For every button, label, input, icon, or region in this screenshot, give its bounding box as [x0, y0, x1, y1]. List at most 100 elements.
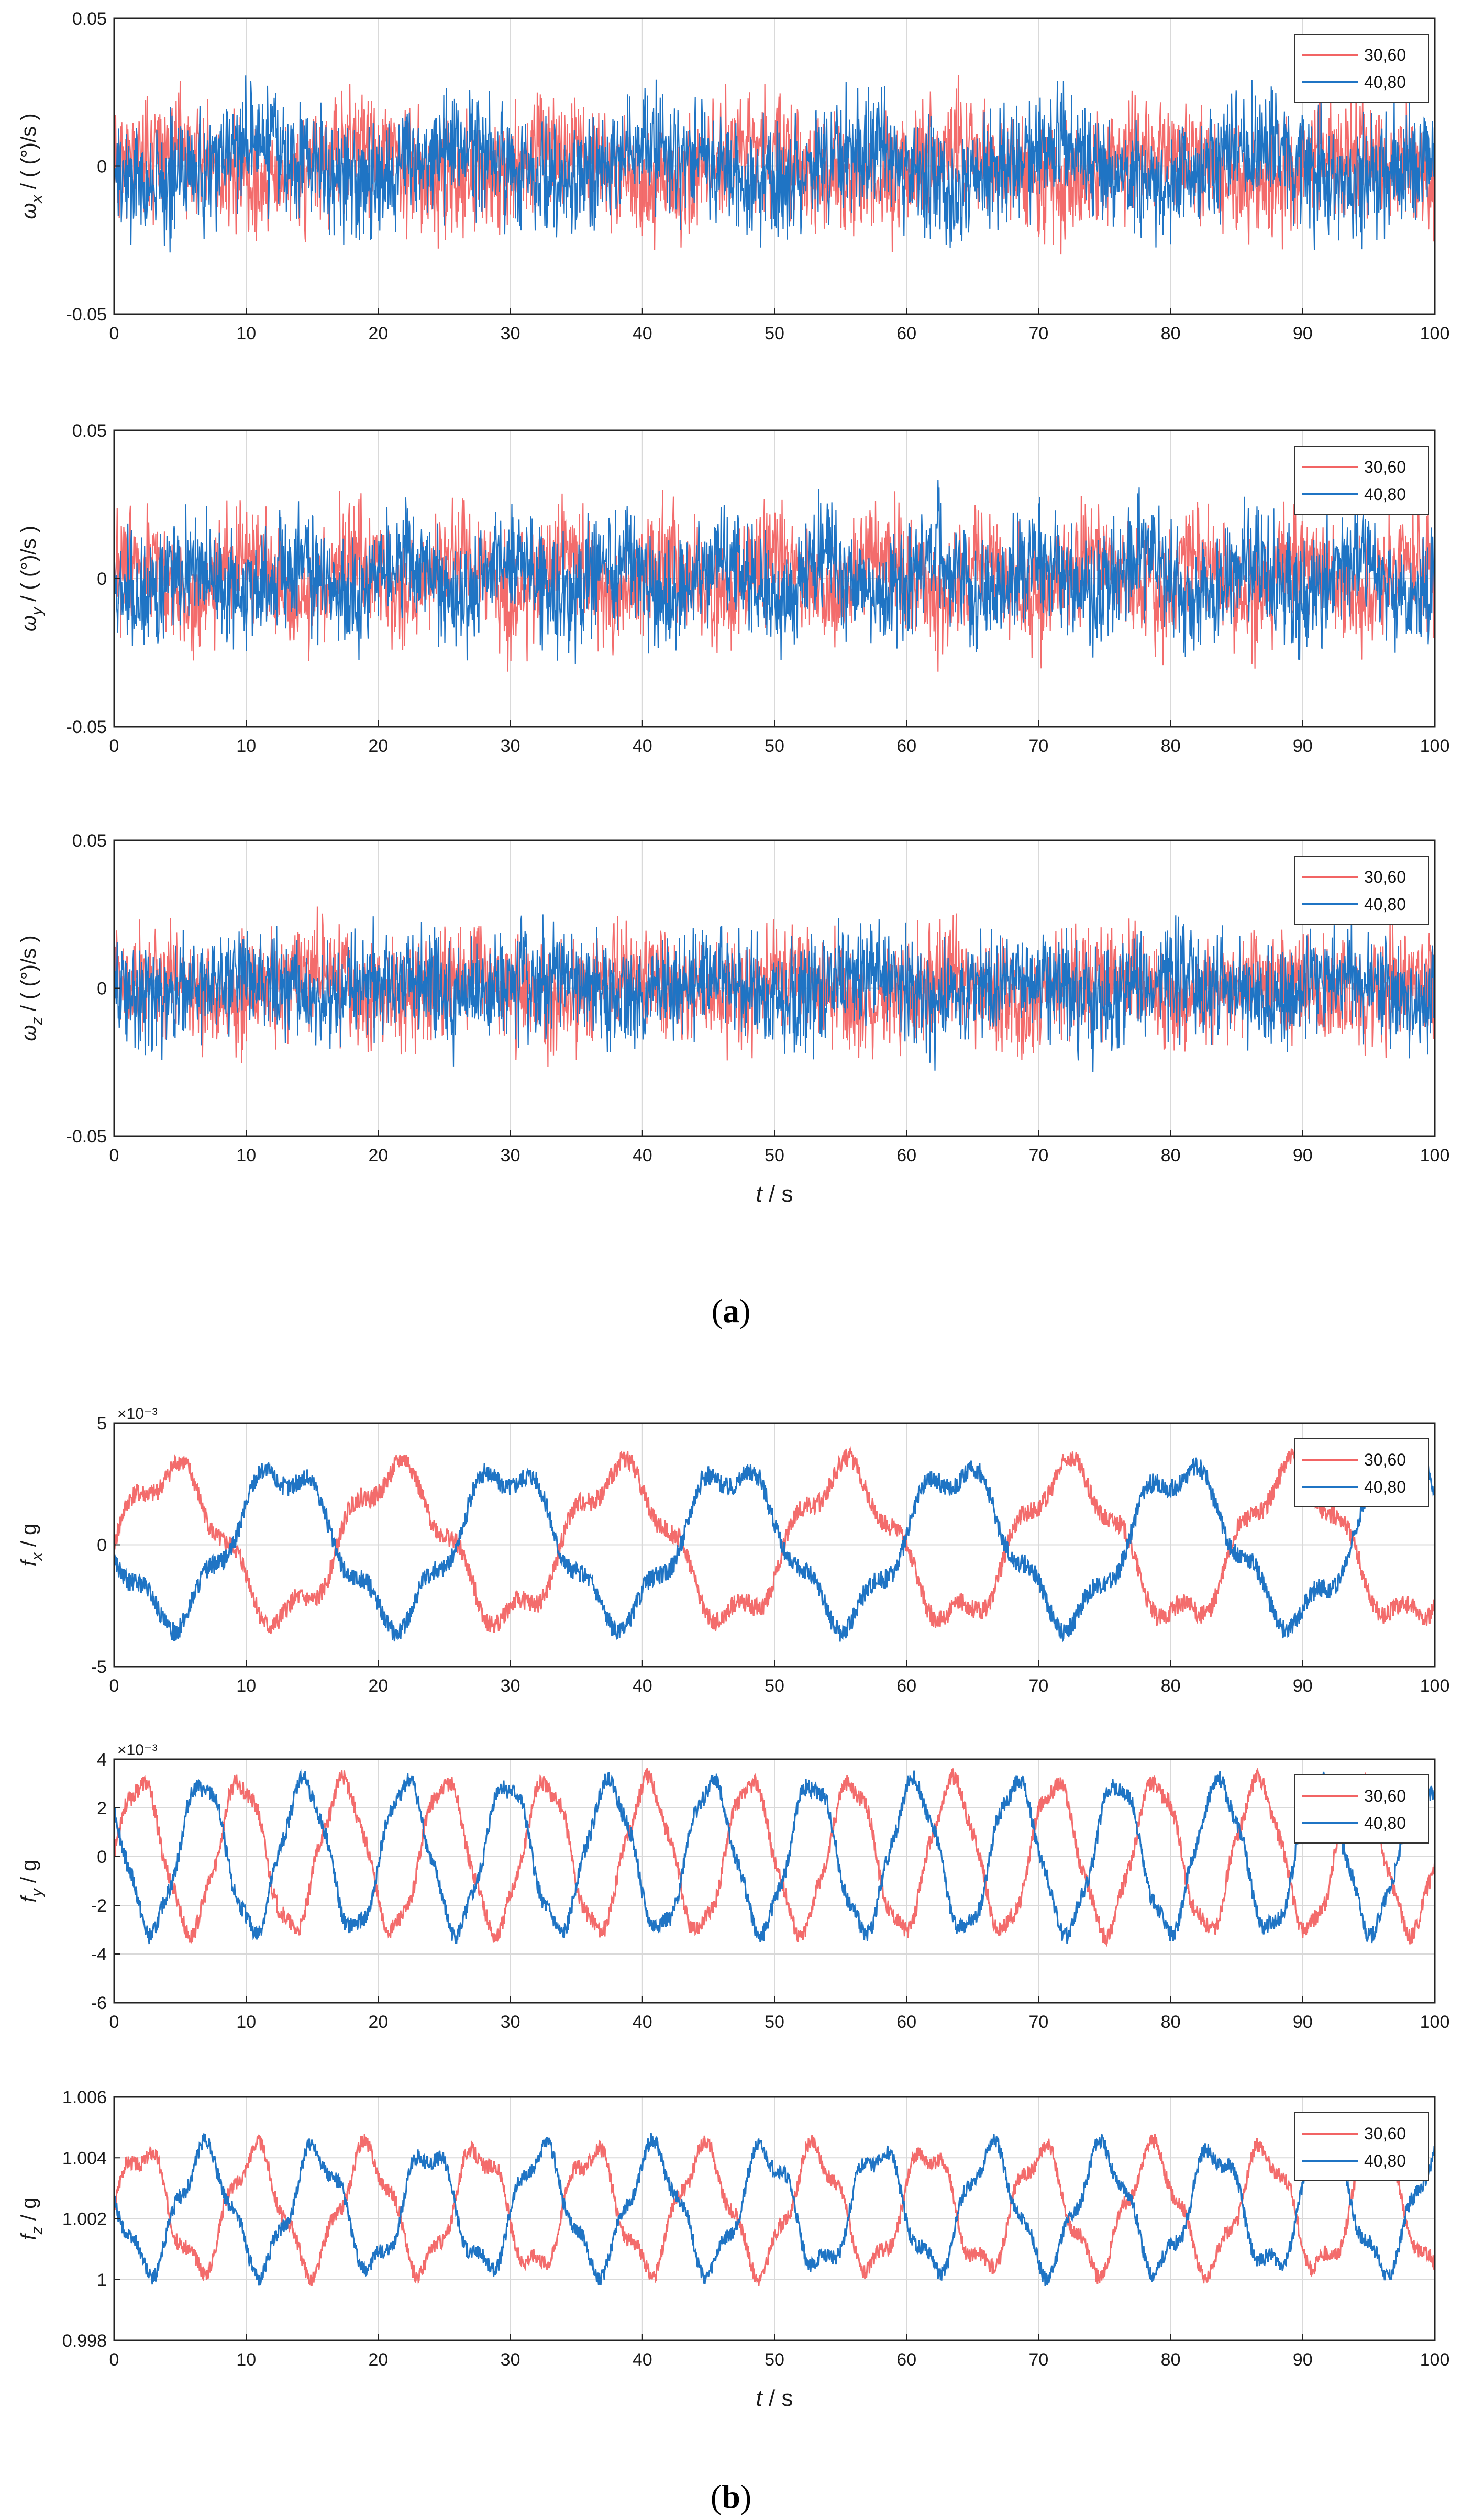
series-line-40-80: [114, 75, 1435, 253]
y-tick-label: -2: [91, 1896, 107, 1916]
x-tick-label: 40: [633, 1676, 652, 1696]
x-tick-label: 90: [1293, 2012, 1313, 2032]
legend-label: 30,60: [1364, 2124, 1406, 2143]
x-axis-label: t / s: [756, 1181, 793, 1207]
chart-panel-fy: 0 10 20 30 40 50 60 70 80 90 100 -6 -4 -2 0 2 4 ×10⁻³ fy /…: [17, 1741, 1449, 2032]
x-tick-label: 40: [633, 1146, 652, 1165]
x-tick-label: 20: [368, 736, 388, 756]
y-axis-label: ωy / ( (°)/s ): [17, 526, 46, 631]
x-tick-label: 0: [109, 1676, 119, 1696]
series-line-30-60: [114, 2134, 1435, 2286]
x-tick-label: 90: [1293, 324, 1313, 343]
x-tick-label: 10: [236, 1676, 256, 1696]
caption-a: (a): [712, 1292, 751, 1329]
x-tick-label: 70: [1028, 2350, 1048, 2370]
x-tick-label: 20: [368, 2012, 388, 2032]
y-axis-label: ωz / ( (°)/s ): [17, 935, 46, 1041]
x-tick-label: 30: [501, 2012, 520, 2032]
caption-b: (b): [711, 2478, 751, 2515]
y-tick-label: 1.006: [62, 2088, 107, 2107]
legend: 30,60 40,80: [1294, 856, 1429, 925]
series-line-30-60: [114, 490, 1435, 672]
series-line-30-60: [114, 1446, 1435, 1635]
x-tick-label: 80: [1161, 1676, 1181, 1696]
x-tick-label: 70: [1028, 324, 1048, 343]
x-tick-label: 70: [1028, 1146, 1048, 1165]
legend-label: 30,60: [1364, 868, 1406, 886]
legend: 30,60 40,80: [1294, 1438, 1429, 1507]
y-tick-label: 0: [97, 157, 107, 177]
y-axis-label: ωx / ( (°)/s ): [17, 113, 46, 219]
x-tick-label: 30: [501, 2350, 520, 2370]
legend-label: 40,80: [1364, 485, 1406, 504]
x-tick-label: 60: [896, 736, 916, 756]
y-tick-label: -5: [91, 1657, 107, 1677]
x-tick-label: 20: [368, 1146, 388, 1165]
x-tick-label: 80: [1161, 2350, 1181, 2370]
y-tick-label: -6: [91, 1993, 107, 2013]
x-tick-label: 80: [1161, 324, 1181, 343]
x-tick-label: 80: [1161, 736, 1181, 756]
x-tick-label: 10: [236, 736, 256, 756]
legend-label: 40,80: [1364, 2151, 1406, 2170]
legend-label: 30,60: [1364, 1786, 1406, 1805]
x-tick-label: 20: [368, 1676, 388, 1696]
legend-label: 30,60: [1364, 46, 1406, 64]
x-axis-label: t / s: [756, 2385, 793, 2411]
legend-box: [1294, 446, 1429, 515]
x-tick-label: 30: [501, 736, 520, 756]
x-tick-label: 10: [236, 1146, 256, 1165]
x-tick-label: 90: [1293, 2350, 1313, 2370]
x-tick-label: 40: [633, 2012, 652, 2032]
y-tick-label: 0: [97, 569, 107, 589]
x-tick-label: 60: [896, 2350, 916, 2370]
x-tick-label: 90: [1293, 1146, 1313, 1165]
chart-panel-fx: 0 10 20 30 40 50 60 70 80 90 100-505 ×10⁻³fx / g30,…: [17, 1405, 1449, 1696]
series-line-40-80: [114, 479, 1435, 664]
x-tick-label: 100: [1420, 736, 1450, 756]
x-tick-label: 50: [765, 2350, 784, 2370]
y-tick-label: 0: [97, 979, 107, 999]
legend: 30,60 40,80: [1294, 446, 1429, 515]
y-tick-label: -0.05: [67, 305, 107, 325]
legend-label: 40,80: [1364, 73, 1406, 92]
x-tick-label: 20: [368, 2350, 388, 2370]
y-exponent-label: ×10⁻³: [117, 1741, 158, 1759]
y-tick-label: 0.05: [72, 9, 107, 29]
x-tick-label: 80: [1161, 2012, 1181, 2032]
x-tick-label: 60: [896, 2012, 916, 2032]
y-tick-label: 1.004: [62, 2148, 107, 2168]
y-tick-label: 0.05: [72, 831, 107, 851]
legend-label: 40,80: [1364, 895, 1406, 914]
legend-label: 40,80: [1364, 1814, 1406, 1833]
y-axis-label: fy / g: [17, 1860, 46, 1903]
x-tick-label: 50: [765, 2012, 784, 2032]
x-tick-label: 90: [1293, 1676, 1313, 1696]
x-tick-label: 20: [368, 324, 388, 343]
y-tick-label: 5: [97, 1414, 107, 1434]
x-tick-label: 0: [109, 1146, 119, 1165]
x-tick-label: 100: [1420, 324, 1450, 343]
x-tick-label: 90: [1293, 736, 1313, 756]
x-tick-label: 100: [1420, 1676, 1450, 1696]
y-tick-label: 2: [97, 1799, 107, 1818]
x-tick-label: 60: [896, 1676, 916, 1696]
legend-box: [1294, 856, 1429, 925]
x-tick-label: 10: [236, 2012, 256, 2032]
y-tick-label: 4: [97, 1750, 107, 1770]
x-tick-label: 50: [765, 1146, 784, 1165]
x-tick-label: 0: [109, 324, 119, 343]
x-tick-label: 10: [236, 2350, 256, 2370]
x-tick-label: 0: [109, 736, 119, 756]
series-line-30-60: [114, 1767, 1435, 1947]
legend: 30,60 40,80: [1294, 2112, 1429, 2181]
y-tick-label: 0: [97, 1536, 107, 1556]
x-tick-label: 80: [1161, 1146, 1181, 1165]
x-tick-label: 70: [1028, 2012, 1048, 2032]
series-line-30-60: [114, 75, 1435, 255]
legend-label: 40,80: [1364, 1478, 1406, 1496]
series-line-40-80: [114, 1769, 1435, 1945]
